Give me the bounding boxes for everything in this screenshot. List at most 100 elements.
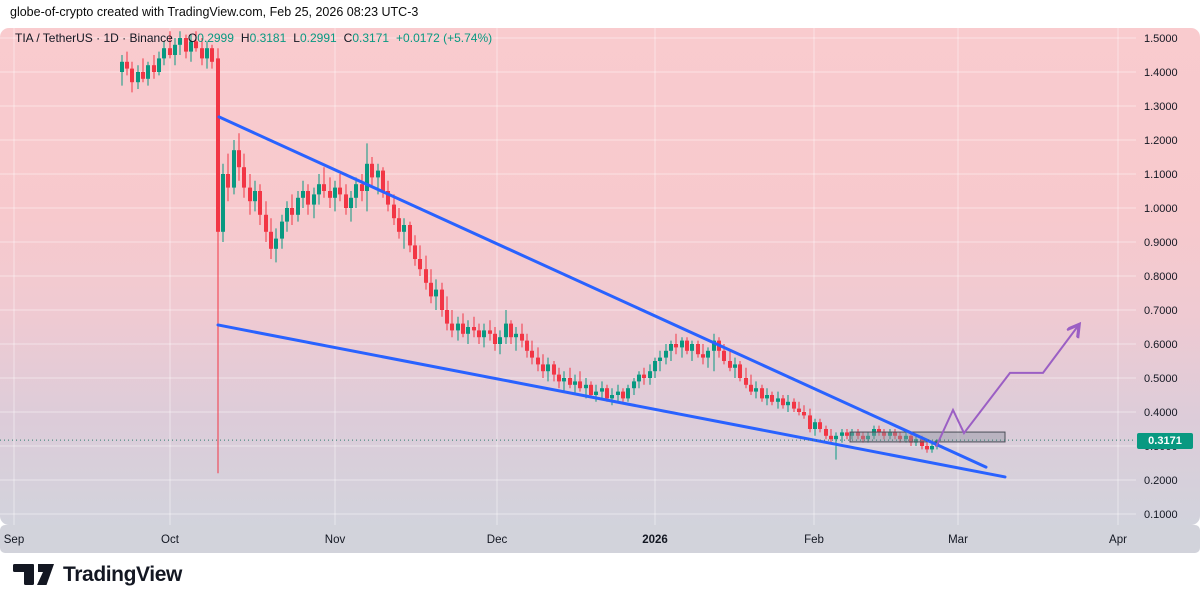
candle-body — [738, 364, 742, 378]
candle-body — [333, 187, 337, 198]
candle-body — [498, 337, 502, 344]
ohlc-open-value: 0.2999 — [197, 31, 234, 45]
price-tick-label[interactable]: 1.0000 — [1144, 203, 1178, 215]
candle-body — [461, 323, 465, 334]
tradingview-logo[interactable]: TradingView — [13, 561, 182, 588]
candle-body — [296, 197, 300, 215]
price-tick-label[interactable]: 1.4000 — [1144, 67, 1178, 79]
candle-body — [552, 364, 556, 375]
price-tick-label[interactable]: 1.5000 — [1144, 33, 1178, 45]
candle-body — [749, 384, 753, 392]
candle-body — [376, 170, 380, 178]
candle-body — [242, 167, 246, 188]
candle-body — [610, 395, 614, 399]
wedge-trendlines[interactable] — [216, 115, 1007, 479]
candle-body — [354, 184, 358, 198]
price-tick-label[interactable]: 1.2000 — [1144, 135, 1178, 147]
candle-body — [578, 381, 582, 389]
price-scale[interactable]: 1.5000 1.4000 1.3000 1.2000 1.1000 1.0000 0.90… — [1144, 33, 1178, 521]
candle-body — [696, 344, 700, 355]
candle-body — [424, 269, 428, 283]
candle-body — [856, 432, 860, 436]
ohlc-low-key: L — [293, 31, 300, 45]
candle-body — [440, 289, 444, 310]
candle-body — [456, 323, 460, 331]
candle-body — [786, 401, 790, 406]
price-tick-label[interactable]: 0.9000 — [1144, 237, 1178, 249]
candle-body — [210, 48, 214, 62]
candle-body — [712, 340, 716, 351]
time-tick-label[interactable]: Apr — [1109, 534, 1127, 546]
candle-body — [744, 378, 748, 385]
candle-body — [413, 245, 417, 259]
candle-body — [877, 429, 881, 433]
candle-body — [728, 361, 732, 368]
time-tick-label[interactable]: Dec — [487, 534, 508, 546]
time-scale[interactable]: Sep Oct Nov Dec 2026 Feb Mar Apr — [4, 534, 1127, 546]
tradingview-logo-icon — [13, 564, 54, 585]
candle-body — [328, 191, 332, 198]
price-tick-label[interactable]: 0.1000 — [1144, 509, 1178, 521]
price-tick-label[interactable]: 1.1000 — [1144, 169, 1178, 181]
candle-body — [584, 384, 588, 389]
candle-body — [898, 435, 902, 440]
lower-wedge-line[interactable] — [216, 323, 1007, 479]
candle-body — [813, 422, 817, 429]
projection-arrow[interactable] — [935, 326, 1078, 448]
candlestick-series — [120, 31, 939, 474]
candle-body — [664, 350, 668, 358]
upper-wedge-line[interactable] — [217, 115, 988, 469]
candle-body — [653, 361, 657, 372]
candle-body — [706, 350, 710, 358]
candle-body — [466, 327, 470, 334]
time-tick-label[interactable]: Sep — [4, 534, 24, 546]
candle-body — [845, 432, 849, 436]
candle-body — [472, 327, 476, 331]
candle-body — [722, 350, 726, 361]
bullish-projection-line[interactable] — [935, 326, 1078, 448]
time-tick-label[interactable]: Feb — [804, 534, 824, 546]
price-tick-label[interactable]: 0.6000 — [1144, 339, 1178, 351]
ohlc-close: C0.3171 — [344, 31, 389, 45]
time-tick-label[interactable]: Mar — [948, 534, 968, 546]
candle-body — [434, 289, 438, 297]
candle-body — [402, 225, 406, 232]
time-tick-label[interactable]: Nov — [325, 534, 346, 546]
candle-body — [344, 194, 348, 208]
candle-body — [386, 191, 390, 205]
price-tick-label[interactable]: 0.4000 — [1144, 407, 1178, 419]
candle-body — [146, 65, 150, 79]
candle-body — [360, 184, 364, 191]
ohlc-high-value: 0.3181 — [249, 31, 287, 45]
candle-body — [866, 435, 870, 440]
symbol-title[interactable]: TIA / TetherUS · 1D · Binance — [15, 31, 173, 45]
candle-body — [194, 41, 198, 49]
candle-body — [493, 333, 497, 344]
price-tick-label[interactable]: 0.8000 — [1144, 271, 1178, 283]
price-tick-label[interactable]: 0.7000 — [1144, 305, 1178, 317]
price-tick-label[interactable]: 1.3000 — [1144, 101, 1178, 113]
candle-body — [200, 48, 204, 59]
ohlc-high: H0.3181 — [241, 31, 286, 45]
candle-body — [168, 48, 172, 55]
candle-body — [770, 395, 774, 402]
candle-body — [125, 61, 129, 69]
candle-body — [621, 391, 625, 399]
price-tick-label[interactable]: 0.5000 — [1144, 373, 1178, 385]
candle-body — [690, 344, 694, 351]
candle-body — [680, 340, 684, 348]
chart-legend[interactable]: TIA / TetherUS · 1D · Binance O0.2999 H0.3… — [15, 31, 492, 45]
candle-body — [226, 174, 230, 188]
ohlc-high-key: H — [240, 31, 250, 45]
candle-body — [893, 432, 897, 436]
candle-body — [322, 184, 326, 191]
candle-body — [173, 44, 177, 55]
time-axis-strip[interactable] — [0, 525, 1200, 553]
time-tick-label[interactable]: Oct — [161, 534, 180, 546]
ohlc-close-value: 0.3171 — [352, 31, 390, 45]
time-tick-label[interactable]: 2026 — [642, 534, 668, 546]
candle-body — [850, 432, 854, 436]
price-tick-label[interactable]: 0.2000 — [1144, 475, 1178, 487]
candle-body — [685, 340, 689, 351]
